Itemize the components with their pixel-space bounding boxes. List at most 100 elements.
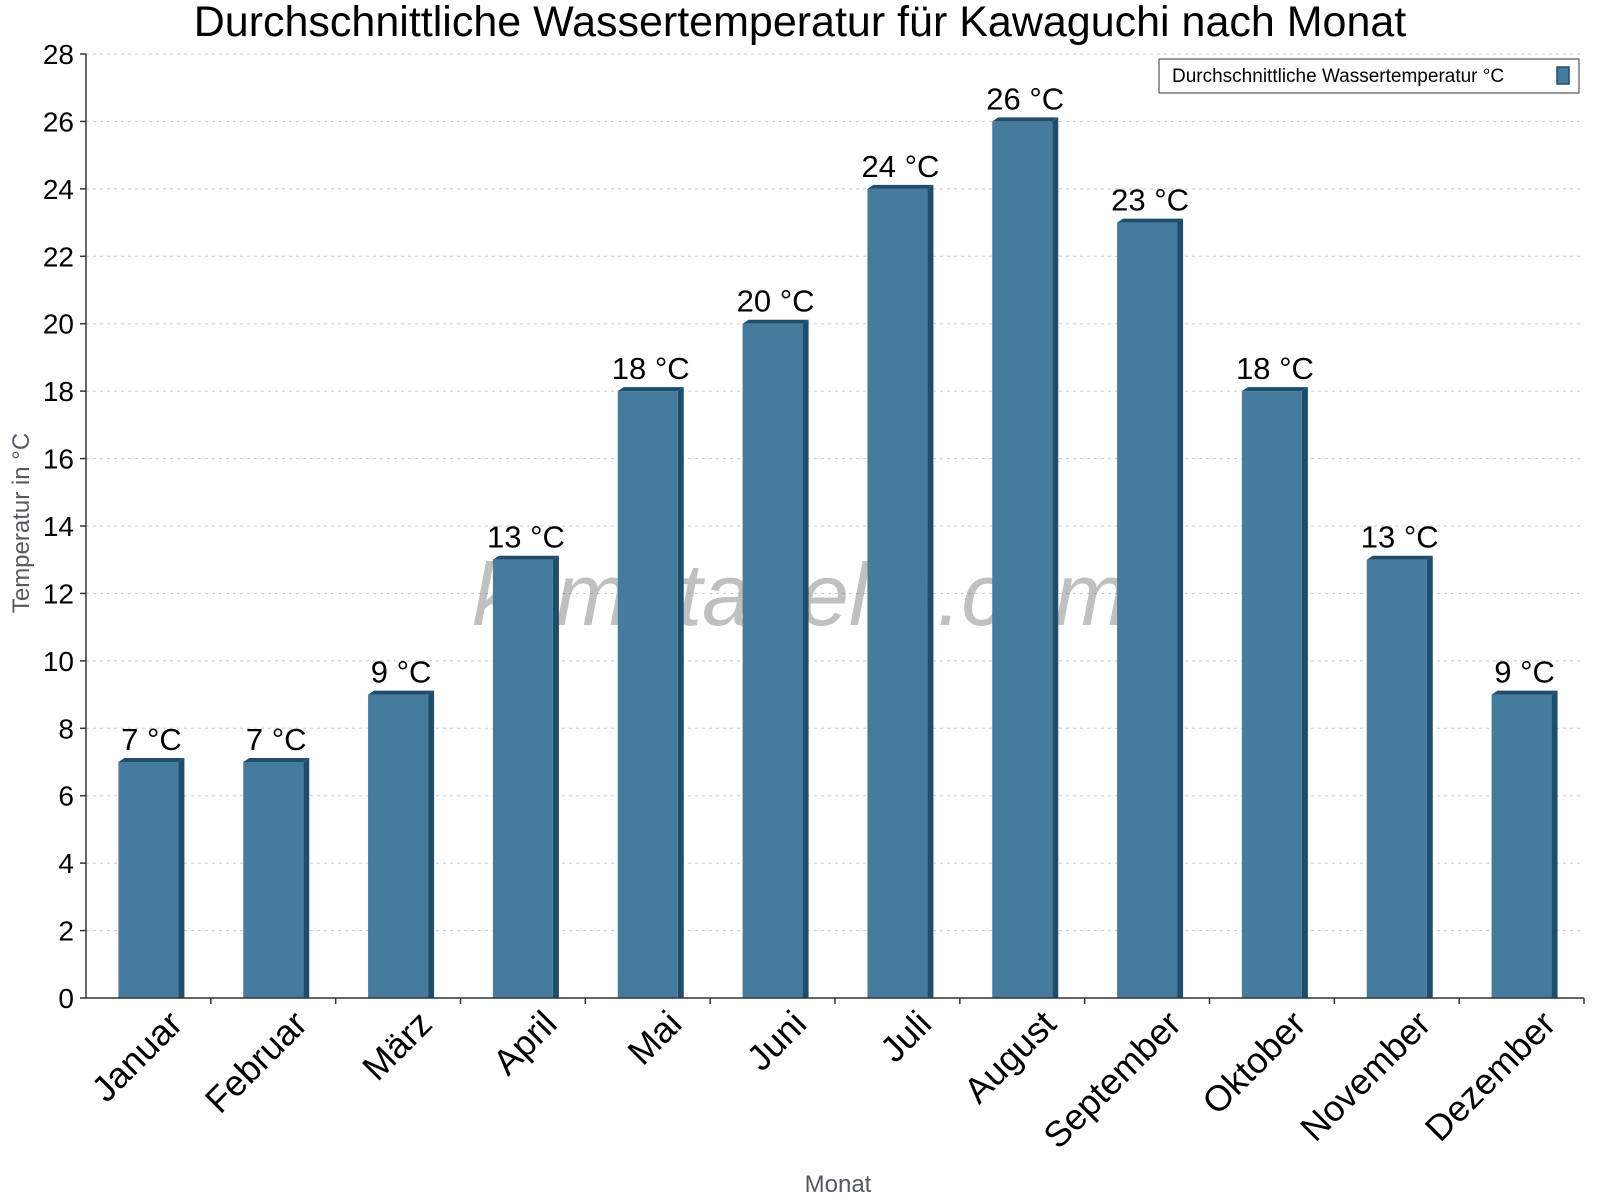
- bar-side: [677, 387, 684, 999]
- legend: Durchschnittliche Wassertemperatur °C: [1158, 58, 1580, 94]
- bar-side: [1301, 387, 1308, 999]
- bar-front: [992, 121, 1053, 998]
- bar-side: [1426, 555, 1433, 998]
- bar-top: [492, 555, 559, 560]
- bar-oktober: [1241, 387, 1308, 999]
- bar-front: [867, 188, 928, 998]
- y-tick-label: 2: [58, 916, 74, 947]
- bar-top: [368, 690, 435, 695]
- y-tick-label: 26: [43, 106, 74, 137]
- bar-top: [1491, 690, 1558, 695]
- y-tick-label: 16: [43, 444, 74, 475]
- y-tick-label: 28: [43, 39, 74, 70]
- bar-side: [1052, 117, 1059, 998]
- bar-side: [927, 184, 934, 998]
- bar-top: [867, 184, 934, 189]
- bar-front: [368, 694, 429, 998]
- data-label: 24 °C: [861, 149, 939, 184]
- chart-title: Durchschnittliche Wassertemperatur für K…: [194, 0, 1407, 46]
- data-label: 18 °C: [1236, 351, 1314, 386]
- bar-top: [243, 758, 310, 762]
- x-tick-label: Juni: [739, 1003, 815, 1079]
- data-label: 20 °C: [737, 284, 815, 319]
- bar-front: [1117, 222, 1178, 999]
- data-label: 18 °C: [612, 351, 690, 386]
- x-tick-label: April: [485, 1003, 565, 1083]
- legend-swatch: [1556, 66, 1570, 85]
- y-tick-label: 22: [43, 241, 74, 272]
- x-tick-label: Januar: [83, 1003, 190, 1110]
- bar-november: [1366, 555, 1433, 998]
- legend-entry-label: Durchschnittliche Wassertemperatur °C: [1172, 66, 1504, 87]
- y-tick-label: 14: [43, 511, 74, 542]
- data-label: 9 °C: [1494, 655, 1555, 690]
- bar-series: [118, 117, 1558, 999]
- x-axis-label: Monat: [805, 1171, 872, 1198]
- bar-top: [617, 387, 684, 392]
- bar-front: [1491, 694, 1552, 998]
- x-tick-label: Juli: [872, 1003, 939, 1070]
- bar-front: [1241, 391, 1302, 999]
- bar-dezember: [1491, 690, 1558, 998]
- bar-februar: [243, 758, 310, 998]
- bar-september: [1117, 218, 1184, 999]
- y-tick-label: 20: [43, 309, 74, 340]
- data-label: 13 °C: [1361, 520, 1439, 555]
- y-tick-label: 8: [58, 713, 74, 744]
- bar-side: [178, 758, 185, 998]
- data-label: 13 °C: [487, 520, 565, 555]
- legend-box: [1158, 58, 1580, 94]
- x-tick-label: September: [1035, 1003, 1189, 1157]
- bar-side: [1177, 218, 1184, 999]
- y-tick-label: 10: [43, 646, 74, 677]
- y-tick-label: 4: [58, 848, 74, 879]
- bar-front: [118, 762, 179, 998]
- bar-top: [118, 758, 185, 762]
- bar-side: [1551, 690, 1558, 998]
- bar-side: [428, 690, 435, 998]
- data-label: 9 °C: [371, 655, 432, 690]
- grid-lines: [86, 53, 1584, 932]
- bar-januar: [118, 758, 185, 998]
- bar-side: [802, 319, 809, 998]
- x-tick-label: Oktober: [1194, 1003, 1314, 1123]
- x-tick-label: November: [1292, 1003, 1438, 1149]
- data-label: 7 °C: [246, 722, 307, 757]
- bar-side: [552, 555, 559, 998]
- bar-top: [992, 117, 1059, 122]
- y-tick-label: 6: [58, 781, 74, 812]
- x-tick-label: Mai: [619, 1003, 689, 1073]
- bar-top: [742, 319, 809, 324]
- bar-front: [617, 391, 678, 999]
- x-tick-label: Dezember: [1417, 1003, 1563, 1149]
- bar-juli: [867, 184, 934, 998]
- x-tick-label: März: [354, 1003, 440, 1089]
- bar-august: [992, 117, 1059, 998]
- bar-side: [303, 758, 310, 998]
- y-tick-label: 0: [58, 983, 74, 1014]
- data-labels: 7 °C 7 °C 9 °C 13 °C 18 °C 20 °C 24 °C 26 °C 23 …: [121, 81, 1555, 757]
- bar-mai: [617, 387, 684, 999]
- x-tick-label: Februar: [197, 1003, 315, 1121]
- bar-top: [1117, 218, 1184, 223]
- data-label: 26 °C: [986, 81, 1064, 116]
- bar-april: [492, 555, 559, 998]
- y-tick-label: 18: [43, 376, 74, 407]
- bar-front: [742, 323, 803, 998]
- x-axis-ticks: Januar Februar März April Mai Juni Juli AugustS…: [83, 998, 1585, 1157]
- x-tick-label: August: [956, 1003, 1064, 1111]
- data-label: 23 °C: [1111, 183, 1189, 218]
- y-axis-label: Temperatur in °C: [8, 433, 35, 613]
- bar-front: [492, 559, 553, 998]
- y-tick-label: 24: [43, 174, 74, 205]
- data-label: 7 °C: [121, 722, 182, 757]
- bar-märz: [368, 690, 435, 998]
- bar-front: [1366, 559, 1427, 998]
- bar-juni: [742, 319, 809, 998]
- bar-top: [1366, 555, 1433, 560]
- y-tick-label: 12: [43, 578, 74, 609]
- bar-front: [243, 762, 304, 998]
- bar-top: [1241, 387, 1308, 392]
